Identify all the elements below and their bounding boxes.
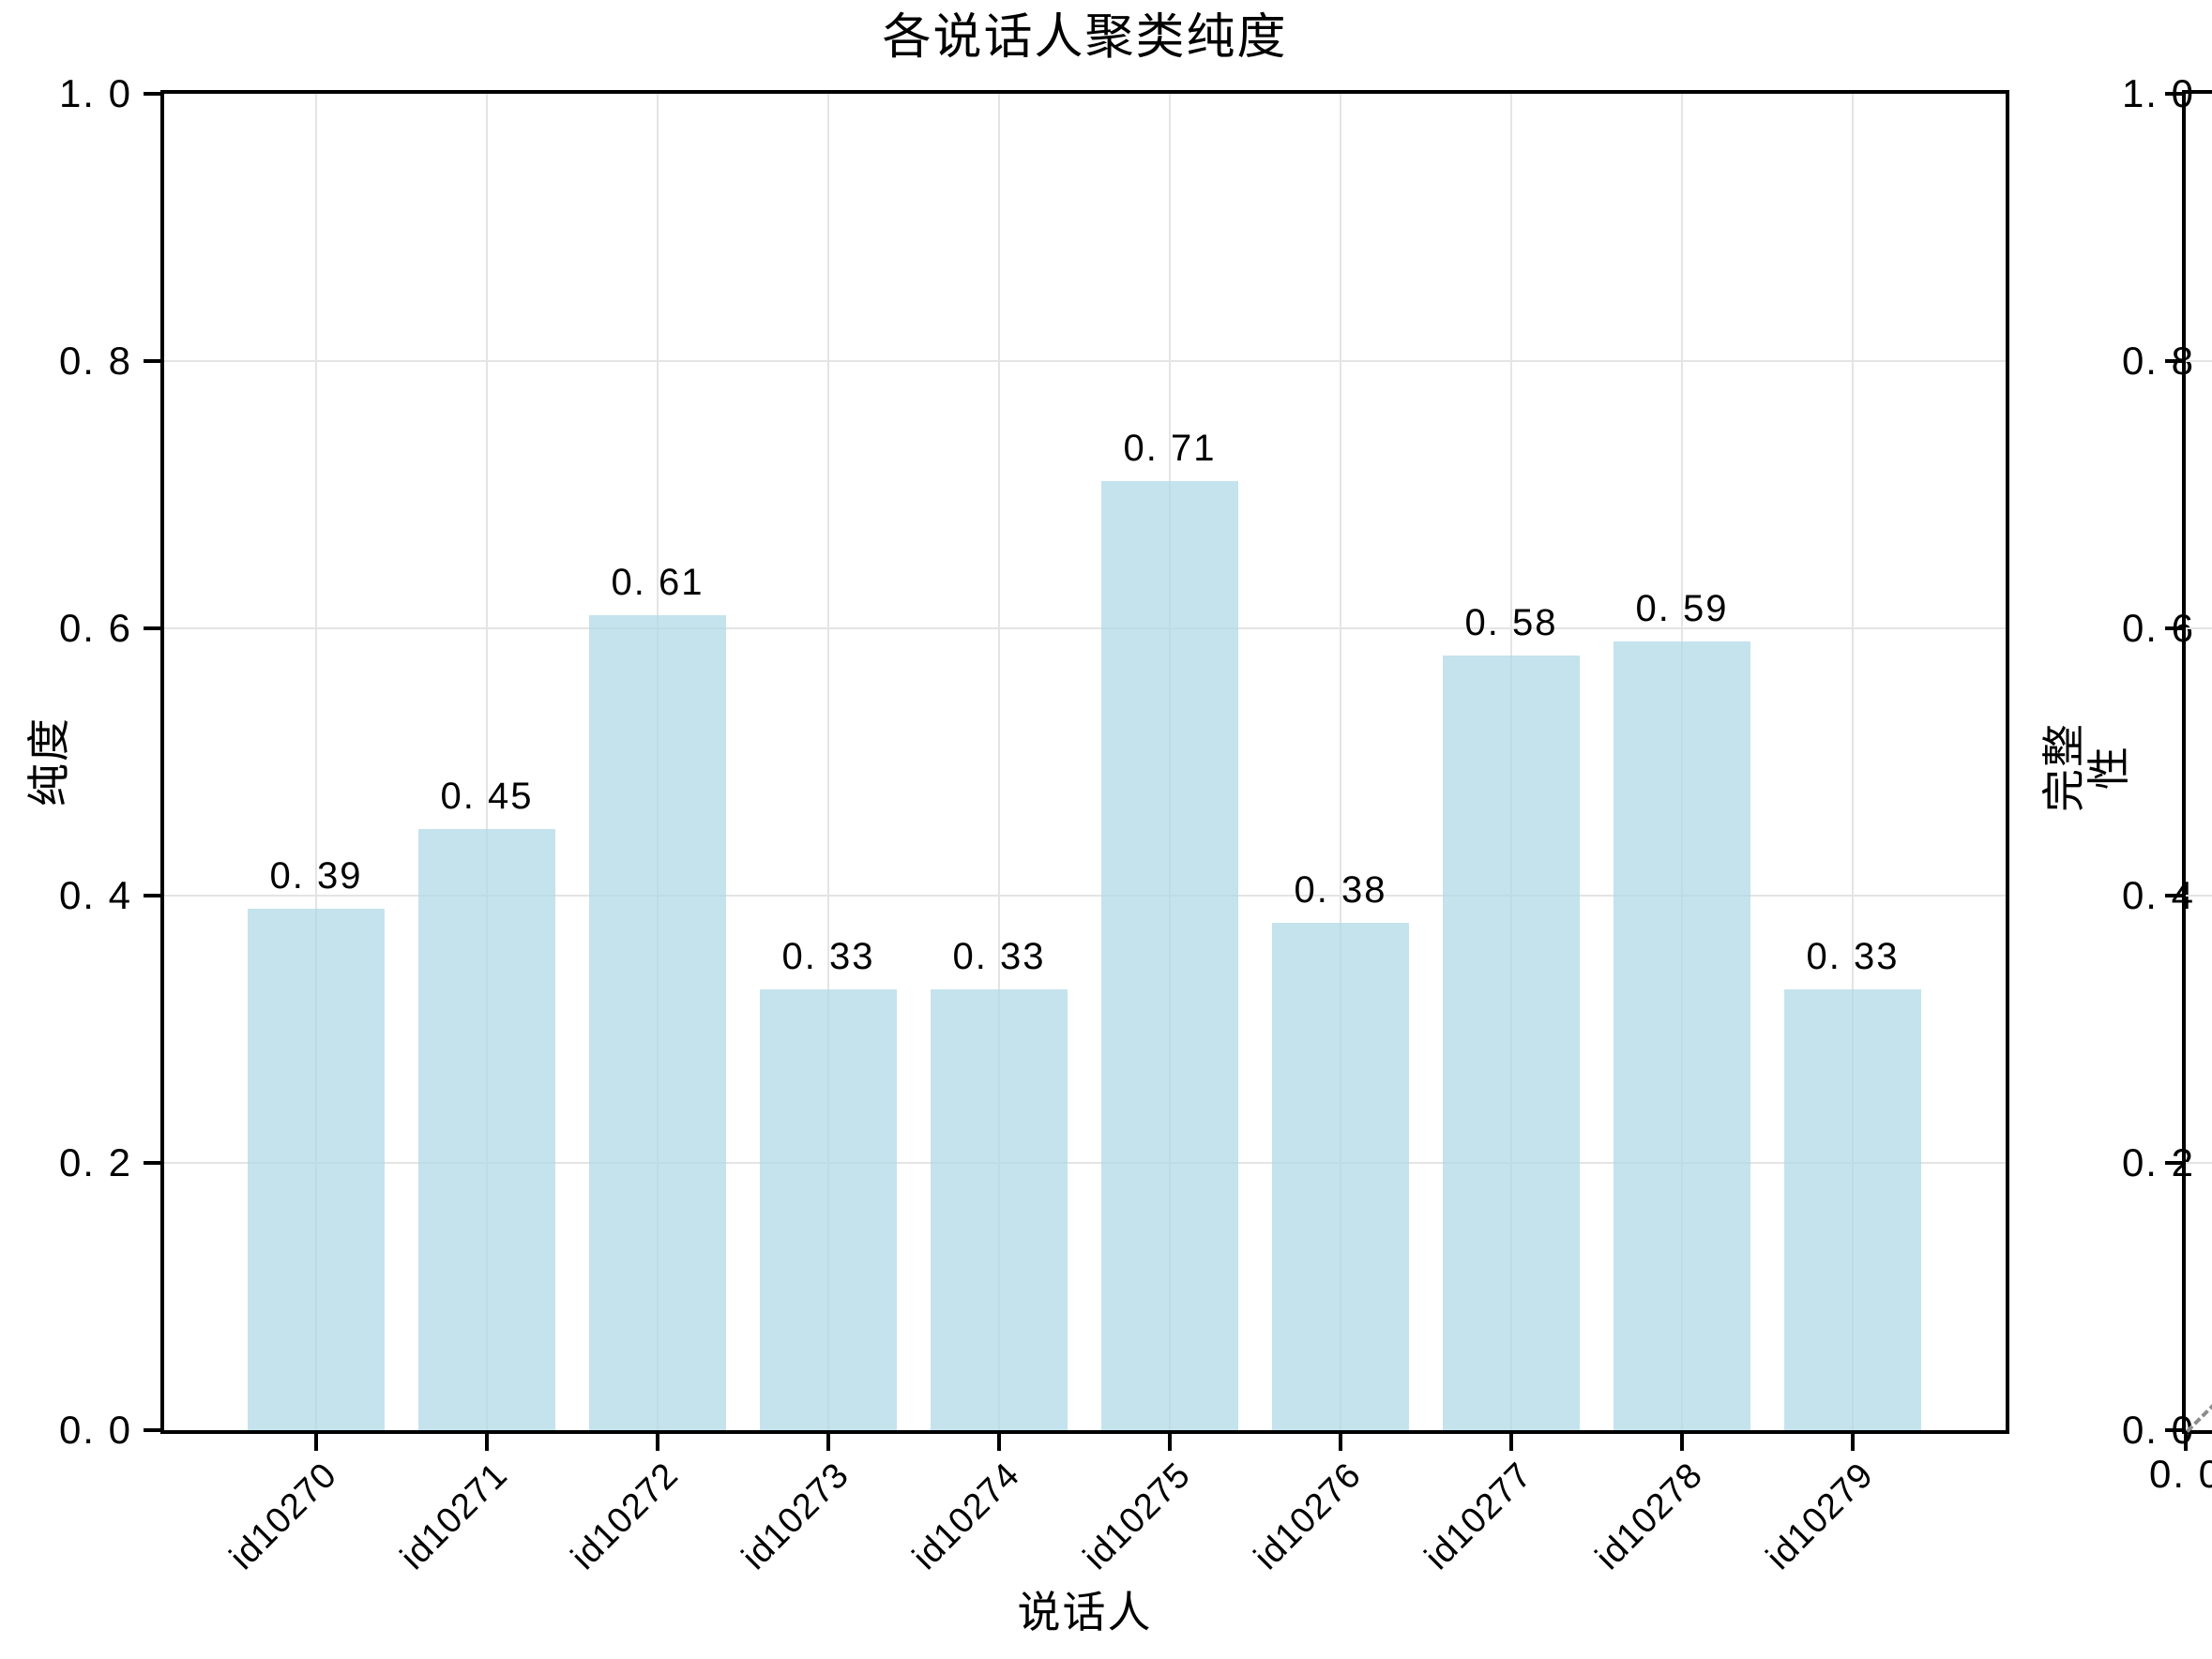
bar [1101,481,1238,1430]
y-tick-mark [144,1161,160,1165]
right-x-tick-label: 0. 0 [2148,1452,2212,1496]
y-gridline [2186,360,2212,362]
x-tick-mark [1851,1434,1855,1451]
x-gridline [827,94,829,1430]
x-tick-mark [1680,1434,1684,1451]
bar-value-label: 0. 33 [781,935,875,977]
y-tick-mark [2165,1161,2182,1165]
bar-value-label: 0. 45 [440,775,534,817]
bar [1784,988,1921,1430]
y-tick-label: 0. 4 [58,873,132,917]
y-tick-mark [2165,359,2182,363]
y-tick-label: 0. 0 [58,1408,132,1452]
y-tick-label: 0. 4 [2121,873,2195,917]
x-tick-mark [826,1434,830,1451]
main-plot-area: 0. 0 0. 2 0. 4 0. 6 0. 8 1. 0 0. 39 id10270 0. 4… [59,71,2009,1577]
bar [418,828,555,1430]
y-gridline [2186,1162,2212,1164]
x-tick-mark [485,1434,489,1451]
y-tick-label: 0. 8 [58,339,132,383]
y-gridline [2186,627,2212,629]
x-gridline [1340,94,1341,1430]
x-tick-mark [314,1434,318,1451]
y-tick-mark [2165,92,2182,96]
bar [1614,641,1750,1430]
bar-value-label: 0. 33 [1806,935,1900,977]
y-tick-label: 0. 8 [2121,339,2195,383]
x-gridline [998,94,1000,1430]
right-plot-area: 0. 0 0. 2 0. 4 0. 6 0. 8 1. 0 [2122,71,2212,1452]
bar [1443,655,1580,1430]
y-gridline [2186,895,2212,897]
bar-value-label: 0. 61 [611,561,705,603]
x-tick-mark [1168,1434,1172,1451]
x-tick-mark [2184,1434,2188,1451]
y-tick-mark [144,92,160,96]
bar-value-label: 0. 58 [1464,601,1558,643]
bar-value-label: 0. 38 [1294,868,1387,911]
main-y-axis-label: 纯度 [24,716,73,807]
bar-value-label: 0. 33 [952,935,1046,977]
bar [1272,922,1409,1430]
bar [589,614,726,1430]
x-tick-mark [656,1434,659,1451]
y-tick-label: 0. 2 [2121,1140,2195,1184]
y-tick-label: 0. 0 [2121,1408,2195,1452]
x-tick-mark [997,1434,1001,1451]
x-tick-mark [1339,1434,1342,1451]
y-tick-label: 0. 2 [58,1140,132,1184]
y-tick-label: 1. 0 [2121,71,2195,115]
main-x-axis-label: 说话人 [1017,1588,1153,1636]
bar [760,988,897,1430]
bar-value-label: 0. 71 [1123,428,1217,470]
y-gridline [164,895,2006,897]
bar-value-label: 0. 59 [1635,588,1729,630]
y-tick-mark [144,359,160,363]
y-tick-mark [2165,1428,2182,1432]
x-gridline [486,94,488,1430]
y-gridline [164,1162,2006,1164]
right-y-axis-label: 完整性 [2039,722,2133,812]
y-gridline [164,360,2006,362]
chart-title: 各说话人聚类纯度 [882,10,1288,65]
y-tick-label: 0. 6 [2121,606,2195,650]
y-tick-mark [2165,894,2182,897]
y-tick-mark [144,894,160,897]
y-tick-mark [2165,626,2182,630]
bar [931,988,1068,1430]
x-gridline [1852,94,1854,1430]
bar-value-label: 0. 39 [269,855,363,897]
x-tick-mark [1509,1434,1513,1451]
y-tick-label: 1. 0 [58,71,132,115]
bar [248,909,385,1430]
y-tick-label: 0. 6 [58,606,132,650]
y-tick-mark [144,1428,160,1432]
x-gridline [315,94,317,1430]
y-gridline [164,627,2006,629]
y-tick-mark [144,626,160,630]
